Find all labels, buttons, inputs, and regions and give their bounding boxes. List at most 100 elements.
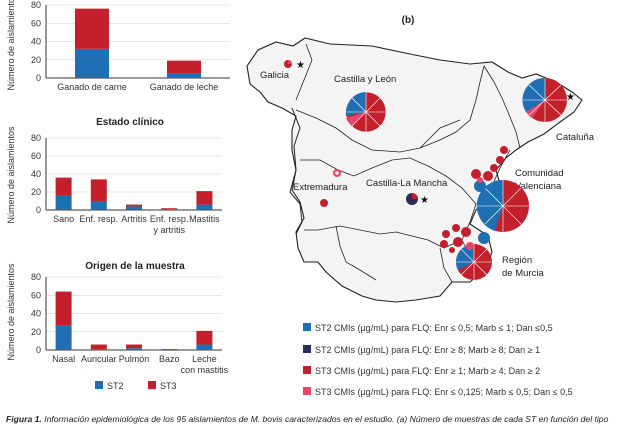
y-axis-label: Número de aislamientos — [6, 126, 16, 224]
y-tick-label: 20 — [31, 55, 41, 65]
bar-st2 — [126, 348, 142, 350]
legend-label: ST2 CMIs (µg/mL) para FLQ: Enr ≤ 0,5; Ma… — [315, 323, 553, 333]
pie-extremadura — [320, 169, 341, 207]
bar-st2 — [55, 195, 72, 210]
x-tick-label: Mastitis — [189, 214, 220, 224]
bar-st3 — [55, 291, 72, 326]
bar-st3 — [161, 349, 178, 350]
map-pie-markers: ★ — [284, 60, 575, 280]
y-tick-label: 0 — [36, 345, 41, 355]
star-icon: ★ — [420, 195, 429, 206]
pie-castilla-leon — [345, 91, 387, 133]
bar-st3 — [75, 8, 109, 49]
x-tick-label: Auricular — [81, 354, 117, 364]
bar-st2 — [126, 206, 142, 210]
y-tick-label: 40 — [31, 169, 41, 179]
pie-small-valencia — [471, 146, 508, 192]
region-label-cataluna: Cataluña — [556, 132, 595, 143]
pie-castilla-la-mancha — [406, 193, 418, 205]
x-tick-label: Artritis — [121, 214, 147, 224]
bar-st3 — [196, 330, 213, 345]
legend-swatch — [303, 323, 311, 331]
region-label-galicia: Galicia — [260, 70, 290, 81]
x-tick-label: con mastitis — [181, 365, 229, 375]
y-axis-label: Número de aislamientos — [6, 0, 16, 91]
pie-cataluna — [522, 77, 567, 122]
y-tick-label: 40 — [31, 37, 41, 47]
region-label-com-valenciana-1: Comunidad — [515, 168, 564, 179]
bar-st3 — [55, 177, 72, 196]
y-tick-label: 0 — [36, 73, 41, 83]
chart-title: Estado clínico — [96, 117, 164, 128]
panel-b-label: (b) — [402, 15, 415, 26]
y-tick-label: 60 — [31, 18, 41, 28]
chart-title: Origen de la muestra — [85, 261, 185, 272]
bar-st2 — [167, 73, 201, 78]
pie-valencia-large — [476, 179, 529, 232]
spain-outline — [246, 37, 583, 303]
figure-caption: Figura 1. Información epidemiológica de … — [6, 414, 630, 424]
bar-st2 — [75, 48, 109, 78]
pie-galicia — [284, 60, 292, 68]
x-tick-label: Pulmón — [119, 354, 150, 364]
bar-st2 — [55, 325, 72, 350]
region-borders — [295, 43, 521, 283]
y-tick-label: 40 — [31, 309, 41, 319]
y-axis-label: Número de aislamientos — [6, 263, 16, 361]
chart-production-type: Número de aislamientos 0 20 40 60 80 Ganado d… — [6, 0, 230, 92]
legend-label: ST2 CMIs (µg/mL) para FLQ: Enr ≥ 8; Marb… — [315, 345, 540, 355]
star-icon: ★ — [296, 60, 305, 71]
star-icon: ★ — [566, 92, 575, 103]
bar-st2 — [196, 204, 213, 210]
caption-label: Figura 1. — [6, 414, 42, 424]
legend-label-st2: ST2 — [107, 381, 124, 391]
x-tick-label: y artritis — [153, 225, 185, 235]
region-label-murcia-1: Región — [502, 255, 532, 266]
x-tick-label: Nasal — [52, 354, 75, 364]
y-tick-label: 80 — [31, 0, 41, 10]
legend-label-st3: ST3 — [160, 381, 177, 391]
y-tick-label: 0 — [36, 205, 41, 215]
x-tick-label: Enf. resp. — [150, 214, 189, 224]
chart-sample-origin: Origen de la muestra Número de aislamien… — [6, 261, 229, 375]
caption-text: Información epidemiológica de los 95 ais… — [41, 414, 609, 424]
x-tick-label: Ganado de leche — [150, 82, 219, 92]
legend-swatch — [303, 366, 311, 374]
bar-st3 — [167, 60, 201, 74]
bar-st3 — [161, 208, 178, 210]
legend-label: ST3 CMIs (µg/mL) para FLQ: Enr ≤ 0,125; … — [315, 387, 573, 397]
region-label-extremadura: Extremadura — [293, 182, 348, 193]
panel-b-map: (b) Galicia Castilla y León Cataluña Com… — [246, 15, 595, 397]
legend-label: ST3 CMIs (µg/mL) para FLQ: Enr ≥ 1; Marb… — [315, 366, 540, 376]
legend-swatch — [303, 345, 311, 353]
panel-a-legend: ST2 ST3 — [95, 381, 177, 391]
x-tick-label: Bazo — [159, 354, 180, 364]
bar-st3 — [90, 344, 107, 350]
x-tick-label: Sano — [53, 214, 74, 224]
y-tick-label: 20 — [31, 327, 41, 337]
bar-st2 — [90, 201, 107, 210]
region-label-com-valenciana-2: Valenciana — [515, 181, 562, 192]
bar-st3 — [126, 344, 142, 349]
pie-small-murcia — [440, 224, 490, 253]
y-tick-label: 60 — [31, 151, 41, 161]
bar-st2 — [161, 209, 178, 210]
panel-b-legend: ST2 CMIs (µg/mL) para FLQ: Enr ≤ 0,5; Ma… — [303, 323, 573, 397]
bar-st3 — [126, 204, 142, 207]
region-label-castilla-la-mancha: Castilla-La Mancha — [366, 178, 448, 189]
bar-st3 — [196, 191, 213, 205]
legend-swatch-st2 — [95, 381, 103, 389]
region-label-castilla-leon: Castilla y León — [334, 74, 396, 85]
bar-st2 — [90, 349, 107, 350]
bar-st3 — [90, 179, 107, 202]
x-tick-label: Ganado de carne — [57, 82, 127, 92]
y-tick-label: 60 — [31, 290, 41, 300]
chart-clinical-state: Estado clínico Número de aislamientos 0 2… — [6, 117, 222, 235]
y-tick-label: 80 — [31, 133, 41, 143]
bar-st2 — [196, 344, 213, 350]
legend-swatch — [303, 387, 311, 395]
region-label-murcia-2: de Murcia — [502, 268, 544, 279]
y-tick-label: 20 — [31, 187, 41, 197]
panel-a: Número de aislamientos 0 20 40 60 80 Ganado d… — [6, 0, 230, 391]
